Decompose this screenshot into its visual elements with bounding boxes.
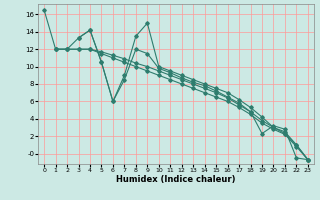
X-axis label: Humidex (Indice chaleur): Humidex (Indice chaleur) (116, 175, 236, 184)
